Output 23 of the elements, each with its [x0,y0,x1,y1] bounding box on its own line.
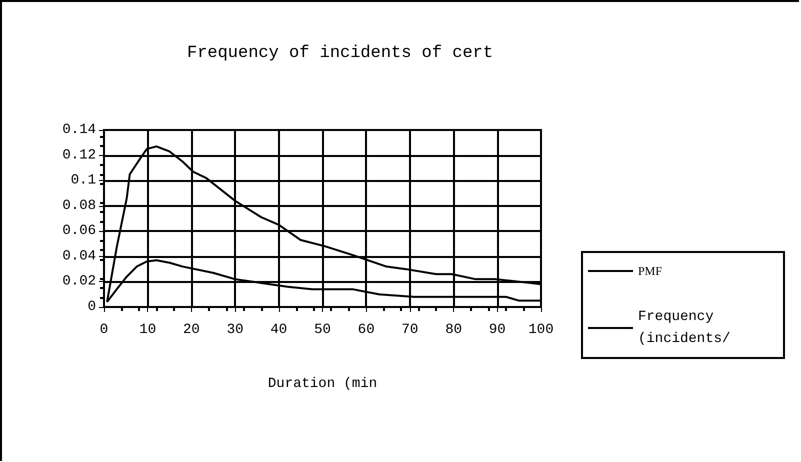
legend-label: PMF [638,264,662,278]
x-tick-label: 0 [100,322,108,338]
y-tick-label: 0.12 [62,147,96,164]
y-tick-label: 0.14 [62,122,96,138]
y-tick-label: 0.04 [62,248,96,264]
x-tick-label: 100 [528,322,554,338]
x-tick-label: 10 [139,322,156,338]
y-tick-label: 0.1 [70,172,96,189]
x-tick-label: 20 [182,322,200,338]
y-tick-label: 0.06 [62,223,96,240]
x-tick-label: 90 [488,322,506,338]
chart-title: Frequency of incidents of cert [187,44,494,63]
x-tick-label: 70 [401,322,418,338]
y-tick-label: 0.08 [62,198,96,214]
y-tick-label: 0.02 [62,274,96,290]
legend-label: Frequency (incidents/ [638,309,730,347]
x-tick-label: 80 [445,322,462,338]
x-tick-label: 50 [314,322,331,338]
y-tick-label: 0 [88,299,96,315]
x-tick-label: 40 [270,322,288,338]
x-tick-label: 30 [226,322,244,338]
x-tick-label: 60 [358,322,375,338]
x-axis-title: Duration (min [268,376,378,392]
